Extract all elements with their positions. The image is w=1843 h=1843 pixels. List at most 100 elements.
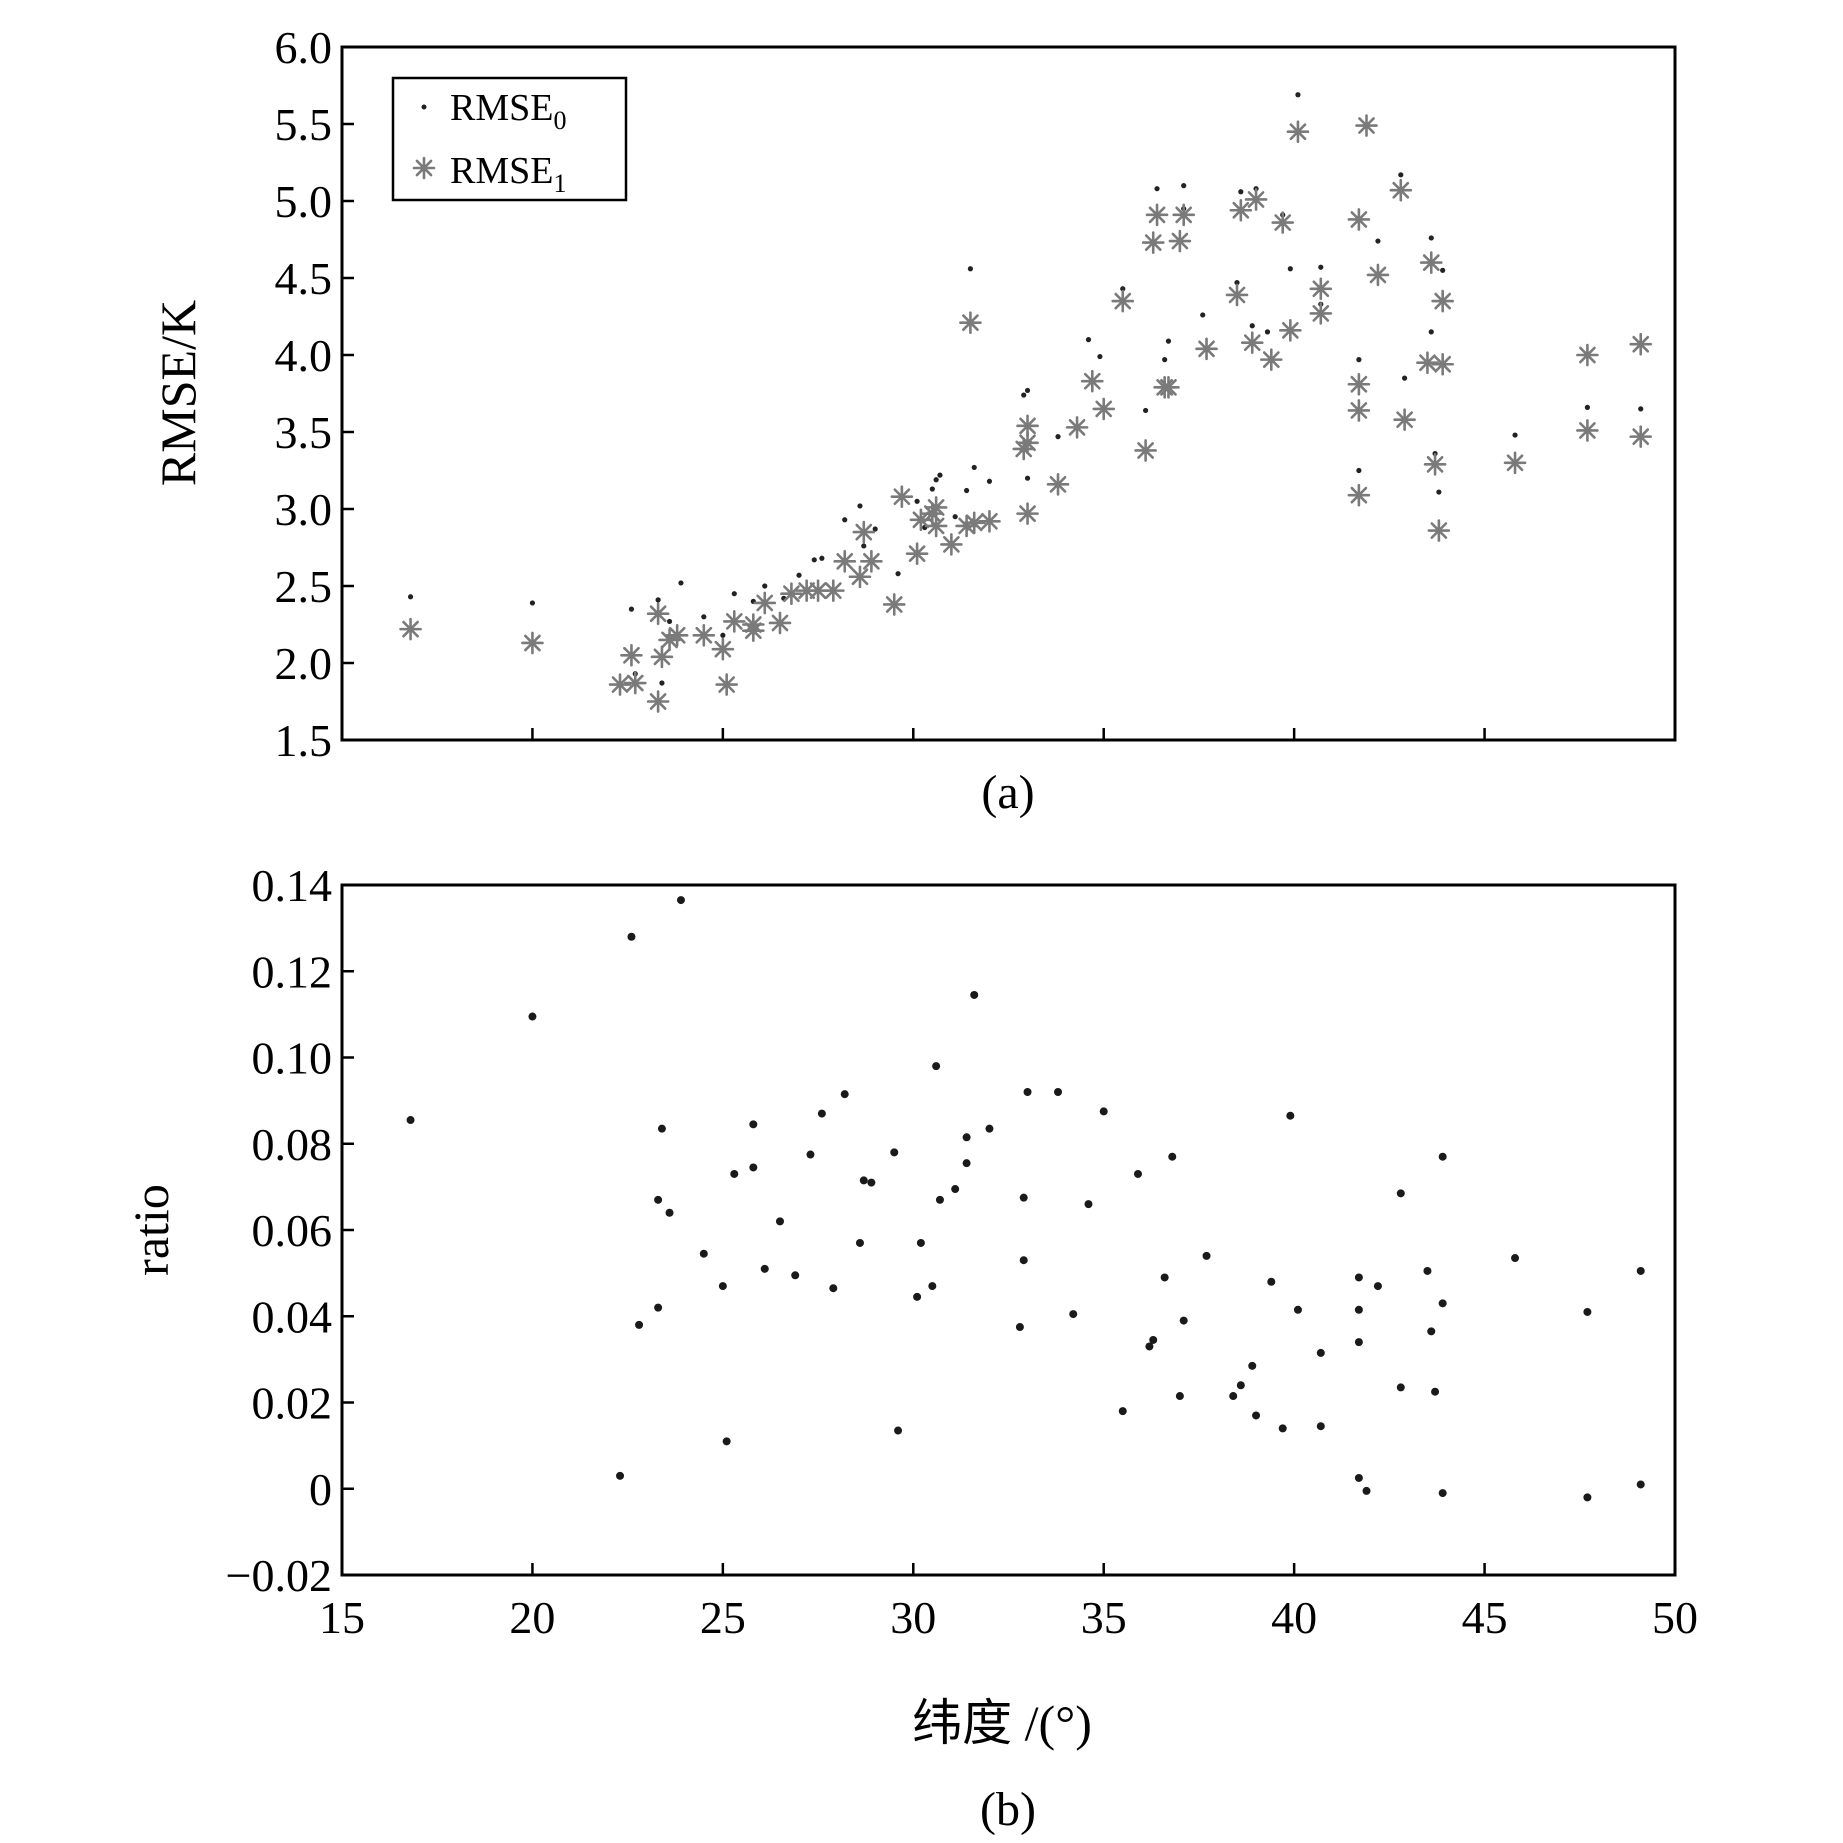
panel-b-x-tick-label: 45 xyxy=(1462,1592,1508,1643)
ratio-point xyxy=(1168,1152,1177,1161)
panel-b-plot-frame xyxy=(340,883,1677,1577)
rmse1-point xyxy=(1168,229,1192,253)
rmse0-point xyxy=(762,583,768,589)
ratio-point xyxy=(1431,1387,1440,1396)
rmse1-point xyxy=(1016,414,1039,438)
ratio-point xyxy=(749,1163,758,1172)
rmse1-point xyxy=(1016,431,1039,455)
ratio-point xyxy=(1354,1473,1363,1482)
rmse1-point xyxy=(882,593,906,616)
rmse1-point xyxy=(852,520,876,544)
ratio-point xyxy=(913,1292,922,1301)
ratio-point xyxy=(1023,1088,1032,1096)
rmse1-point xyxy=(1629,332,1653,356)
ratio-point xyxy=(654,1195,663,1204)
rmse1-point xyxy=(742,613,765,636)
rmse0-point xyxy=(1200,312,1206,318)
ratio-point xyxy=(730,1169,739,1178)
ratio-point xyxy=(1396,1189,1405,1198)
ratio-point xyxy=(791,1271,800,1280)
rmse0-point xyxy=(1436,489,1442,495)
rmse1-point xyxy=(1225,283,1249,307)
rmse1-point xyxy=(620,643,643,667)
ratio-point xyxy=(1019,1193,1028,1202)
panel-b-x-axis-title: 纬度 /(°) xyxy=(912,1695,1092,1751)
ratio-point xyxy=(528,1012,537,1021)
legend-box xyxy=(391,76,628,202)
rmse1-point xyxy=(924,496,948,519)
rmse1-point xyxy=(1157,376,1180,399)
legend-marker-rmse1 xyxy=(412,156,436,180)
panel-a-y-tick-label: 3.0 xyxy=(275,484,333,535)
ratio-point xyxy=(829,1284,838,1293)
ratio-point xyxy=(654,1303,663,1312)
legend-asterisk xyxy=(412,156,436,180)
ratio-point xyxy=(1354,1305,1363,1314)
legend-label-rmse0: RMSE0 xyxy=(450,87,566,135)
ratio-point xyxy=(1373,1282,1382,1291)
ratio-point xyxy=(676,896,685,905)
panel-b-y-tick-label: −0.02 xyxy=(226,1550,332,1601)
ratio-point xyxy=(951,1185,960,1194)
panel-b-points xyxy=(406,896,1645,1502)
ratio-point xyxy=(722,1437,731,1446)
ratio-point xyxy=(1316,1422,1325,1431)
ratio-point xyxy=(1084,1200,1093,1209)
ratio-point xyxy=(406,1116,415,1125)
ratio-point xyxy=(1015,1323,1024,1332)
rmse1-point xyxy=(1309,302,1333,325)
rmse1-point xyxy=(1347,399,1371,422)
rmse0-point xyxy=(796,572,802,578)
rmse1-point xyxy=(650,645,674,669)
rmse1-point xyxy=(1355,114,1378,137)
rmse0-point xyxy=(914,498,920,504)
rmse1-point xyxy=(646,690,670,713)
rmse0-point xyxy=(1055,434,1061,440)
rmse1-point xyxy=(1016,502,1039,525)
ratio-point xyxy=(935,1195,944,1204)
panel-b: −0.02 0 0.02 0.04 0.06 0.08 0.10 0.12 0.14 15 20 2… xyxy=(123,860,1698,1836)
rmse0-point xyxy=(811,557,817,563)
rmse0-point xyxy=(1287,266,1293,272)
rmse0-point xyxy=(1249,323,1255,329)
ratio-point xyxy=(840,1090,849,1099)
rmse1-point xyxy=(890,485,914,508)
rmse1-point xyxy=(962,511,986,535)
panel-b-x-tick-label: 35 xyxy=(1081,1592,1127,1643)
rmse0-point xyxy=(1234,280,1240,286)
rmse0-point xyxy=(1165,338,1172,344)
ratio-point xyxy=(890,1148,899,1157)
ratio-point xyxy=(985,1124,994,1133)
rmse1-point xyxy=(833,550,857,573)
panel-b-caption: (b) xyxy=(980,1783,1036,1836)
rmse0-point xyxy=(678,580,684,586)
ratio-point xyxy=(1236,1381,1245,1390)
rmse1-point xyxy=(1309,277,1333,301)
rmse1-point xyxy=(848,565,872,589)
rmse1-point xyxy=(1393,408,1416,431)
ratio-point xyxy=(867,1178,876,1187)
rmse1-point xyxy=(1503,451,1527,475)
ratio-point xyxy=(1149,1335,1158,1344)
ratio-point xyxy=(1248,1361,1257,1370)
rmse1-point xyxy=(1576,343,1599,367)
rmse1-point xyxy=(608,673,632,696)
panel-b-x-tick-label: 15 xyxy=(319,1592,365,1643)
panel-a-plot-frame xyxy=(340,45,1677,742)
rmse0-point xyxy=(967,266,974,272)
ratio-point xyxy=(1423,1266,1432,1275)
ratio-point xyxy=(1354,1273,1363,1282)
rmse1-point xyxy=(1431,289,1454,313)
ratio-point xyxy=(616,1471,625,1480)
rmse1-point xyxy=(940,533,963,556)
rmse0-point xyxy=(731,591,737,597)
rmse1-point xyxy=(1244,188,1268,211)
rmse0-point xyxy=(1154,186,1160,192)
rmse1-point xyxy=(780,582,803,606)
panel-a-y-tick-label: 6.0 xyxy=(275,22,333,73)
panel-a-y-tick-label: 4.0 xyxy=(275,330,333,381)
rmse0-point xyxy=(1512,432,1518,438)
rmse0-point xyxy=(628,606,635,612)
ratio-point xyxy=(635,1320,644,1329)
rmse0-point xyxy=(1120,286,1126,292)
